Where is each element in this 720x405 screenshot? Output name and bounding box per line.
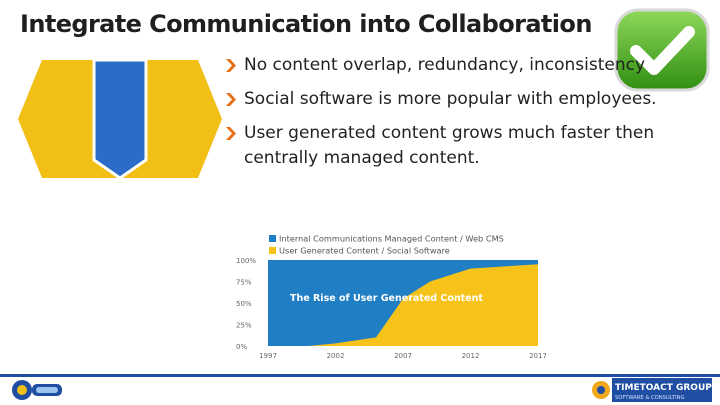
y-axis: 100% 75% 50% 25% 0% [236,257,256,351]
x-tick-label: 2012 [462,352,480,360]
y-tick-label: 50% [236,300,252,308]
x-axis: 1997 2002 2007 2012 2017 [259,352,546,360]
bullet-text: No content overlap, redundancy, inconsis… [244,55,646,75]
slide-title: Integrate Communication into Collaborati… [20,10,592,38]
legend-swatch [269,247,276,254]
bullet-item: No content overlap, redundancy, inconsis… [226,53,696,78]
bullet-item: Social software is more popular with emp… [226,87,696,112]
y-tick-label: 0% [236,343,247,351]
company-logo-left [12,380,62,400]
x-tick-label: 2007 [394,352,412,360]
checkmark-icon [614,8,710,92]
legend-label: User Generated Content / Social Software [279,246,450,256]
bullet-item: User generated content grows much faster… [226,121,696,171]
y-tick-label: 75% [236,279,252,287]
legend-swatch [269,235,276,242]
bullet-text: Social software is more popular with emp… [244,89,657,109]
footer-divider [0,374,720,377]
chart-legend: Internal Communications Managed Content … [269,234,504,256]
x-tick-label: 2002 [327,352,345,360]
legend-label: Internal Communications Managed Content … [279,234,504,244]
content-growth-chart: Internal Communications Managed Content … [232,230,546,362]
chevron-right-icon [226,127,236,140]
bullet-text: User generated content grows much faster… [244,123,655,168]
user-generated-content-area [268,264,538,346]
footer-bar: TIMETOACT GROUP SOFTWARE & CONSULTING [0,374,720,405]
x-tick-label: 2017 [529,352,546,360]
timetoact-group-logo: TIMETOACT GROUP SOFTWARE & CONSULTING [592,378,712,402]
chevron-right-icon [226,59,236,72]
logo-main-text: TIMETOACT GROUP [615,383,712,393]
chart-plot-area [268,260,538,346]
bullet-list: No content overlap, redundancy, inconsis… [226,53,696,180]
x-tick-label: 1997 [259,352,277,360]
logo-sub-text: SOFTWARE & CONSULTING [615,395,685,401]
integration-graphic [18,60,222,178]
chevron-right-icon [226,93,236,106]
y-tick-label: 100% [236,257,256,265]
chart-title: The Rise of User Generated Content [290,293,483,304]
blue-arrow-shape [92,60,148,178]
y-tick-label: 25% [236,322,252,330]
